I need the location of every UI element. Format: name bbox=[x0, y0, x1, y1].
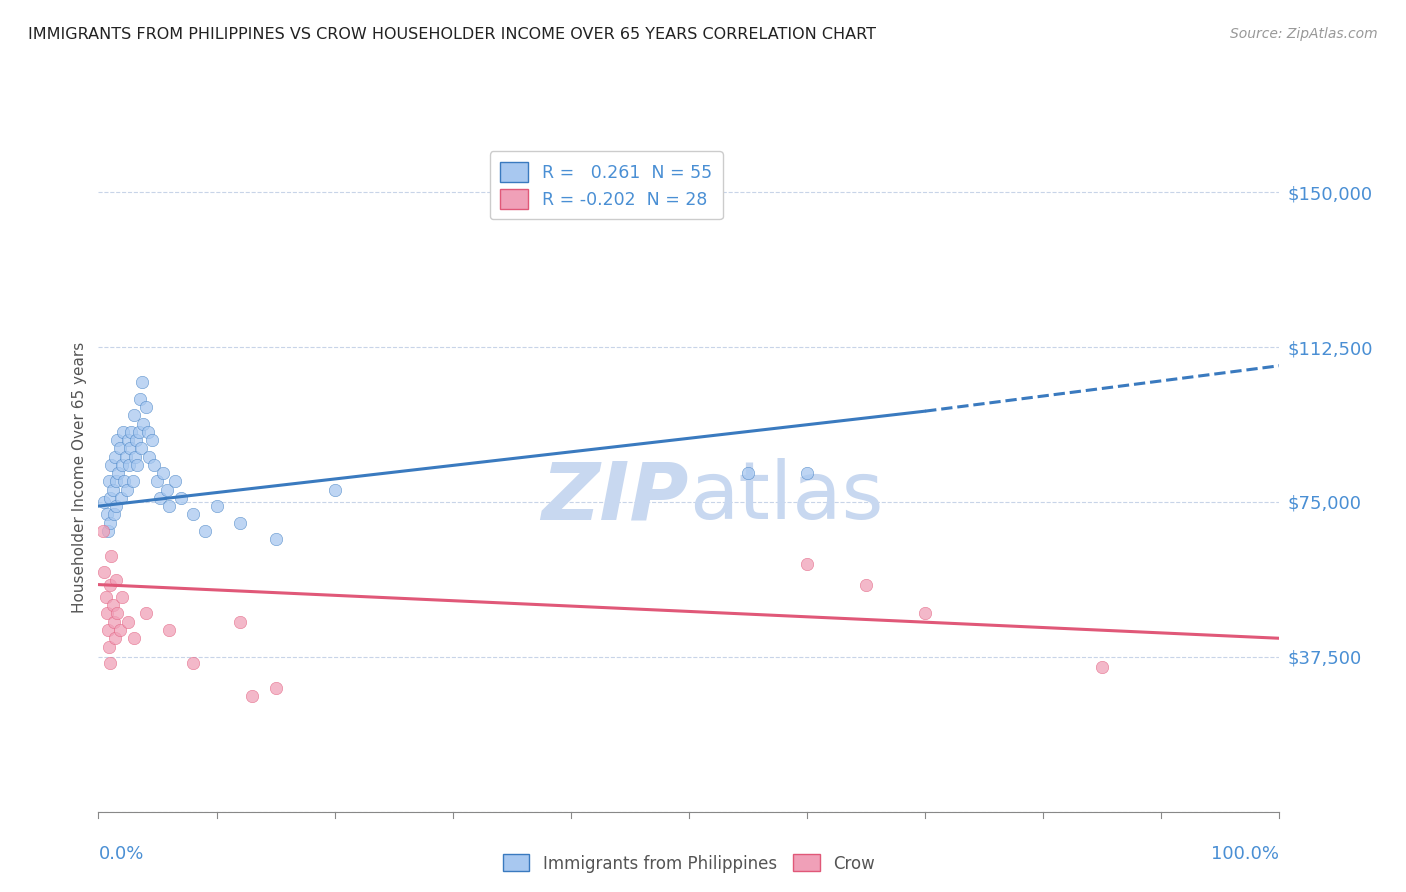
Point bbox=[101, 599, 124, 613]
Text: 100.0%: 100.0% bbox=[1212, 846, 1279, 863]
Text: atlas: atlas bbox=[689, 458, 883, 536]
Point bbox=[110, 491, 132, 505]
Point bbox=[264, 532, 287, 546]
Point bbox=[117, 615, 139, 629]
Point bbox=[104, 450, 127, 464]
Point bbox=[170, 491, 193, 505]
Point bbox=[104, 632, 127, 646]
Text: Source: ZipAtlas.com: Source: ZipAtlas.com bbox=[1230, 27, 1378, 41]
Point bbox=[149, 491, 172, 505]
Point bbox=[128, 425, 150, 439]
Point bbox=[105, 574, 128, 588]
Point bbox=[142, 458, 165, 472]
Point bbox=[205, 499, 228, 513]
Point bbox=[111, 590, 134, 604]
Point bbox=[103, 508, 125, 522]
Point bbox=[181, 656, 204, 670]
Point bbox=[93, 495, 115, 509]
Text: ZIP: ZIP bbox=[541, 458, 689, 536]
Point bbox=[121, 475, 143, 489]
Point bbox=[124, 450, 146, 464]
Point bbox=[855, 577, 877, 591]
Point bbox=[152, 466, 174, 480]
Point bbox=[138, 450, 160, 464]
Point bbox=[240, 689, 263, 703]
Point bbox=[105, 433, 128, 447]
Point bbox=[136, 425, 159, 439]
Point bbox=[97, 524, 120, 538]
Point bbox=[125, 433, 148, 447]
Point bbox=[141, 433, 163, 447]
Point bbox=[105, 475, 128, 489]
Point bbox=[100, 549, 122, 563]
Legend: Immigrants from Philippines, Crow: Immigrants from Philippines, Crow bbox=[496, 847, 882, 880]
Point bbox=[98, 656, 121, 670]
Point bbox=[112, 475, 135, 489]
Point bbox=[165, 475, 187, 489]
Legend: R =   0.261  N = 55, R = -0.202  N = 28: R = 0.261 N = 55, R = -0.202 N = 28 bbox=[489, 152, 723, 219]
Point bbox=[101, 483, 124, 497]
Point bbox=[105, 499, 128, 513]
Point bbox=[122, 409, 145, 423]
Point bbox=[96, 508, 118, 522]
Point bbox=[129, 442, 152, 456]
Point bbox=[107, 466, 129, 480]
Point bbox=[97, 623, 120, 637]
Point bbox=[100, 458, 122, 472]
Point bbox=[114, 450, 136, 464]
Point bbox=[796, 466, 818, 480]
Point bbox=[98, 577, 121, 591]
Point bbox=[118, 458, 141, 472]
Point bbox=[737, 466, 759, 480]
Point bbox=[94, 590, 117, 604]
Point bbox=[796, 557, 818, 571]
Text: 0.0%: 0.0% bbox=[98, 846, 143, 863]
Point bbox=[98, 491, 121, 505]
Point bbox=[108, 442, 131, 456]
Point bbox=[1091, 660, 1114, 674]
Point bbox=[121, 425, 143, 439]
Point bbox=[135, 607, 157, 621]
Point bbox=[181, 508, 204, 522]
Point bbox=[264, 681, 287, 695]
Point bbox=[146, 475, 169, 489]
Point bbox=[127, 458, 149, 472]
Point bbox=[111, 458, 134, 472]
Point bbox=[323, 483, 346, 497]
Point bbox=[122, 632, 145, 646]
Point bbox=[914, 607, 936, 621]
Point bbox=[157, 623, 180, 637]
Point bbox=[117, 433, 139, 447]
Point bbox=[120, 442, 142, 456]
Point bbox=[229, 516, 252, 530]
Point bbox=[112, 425, 135, 439]
Point bbox=[115, 483, 138, 497]
Point bbox=[229, 615, 252, 629]
Point bbox=[194, 524, 217, 538]
Point bbox=[98, 640, 121, 654]
Point bbox=[156, 483, 179, 497]
Text: IMMIGRANTS FROM PHILIPPINES VS CROW HOUSEHOLDER INCOME OVER 65 YEARS CORRELATION: IMMIGRANTS FROM PHILIPPINES VS CROW HOUS… bbox=[28, 27, 876, 42]
Y-axis label: Householder Income Over 65 years: Householder Income Over 65 years bbox=[72, 342, 87, 613]
Point bbox=[91, 524, 114, 538]
Point bbox=[96, 607, 118, 621]
Point bbox=[132, 417, 155, 431]
Point bbox=[108, 623, 131, 637]
Point bbox=[98, 516, 121, 530]
Point bbox=[135, 400, 157, 414]
Point bbox=[93, 565, 115, 579]
Point bbox=[105, 607, 128, 621]
Point bbox=[103, 615, 125, 629]
Point bbox=[157, 499, 180, 513]
Point bbox=[128, 392, 150, 406]
Point bbox=[131, 376, 153, 390]
Point bbox=[98, 475, 121, 489]
